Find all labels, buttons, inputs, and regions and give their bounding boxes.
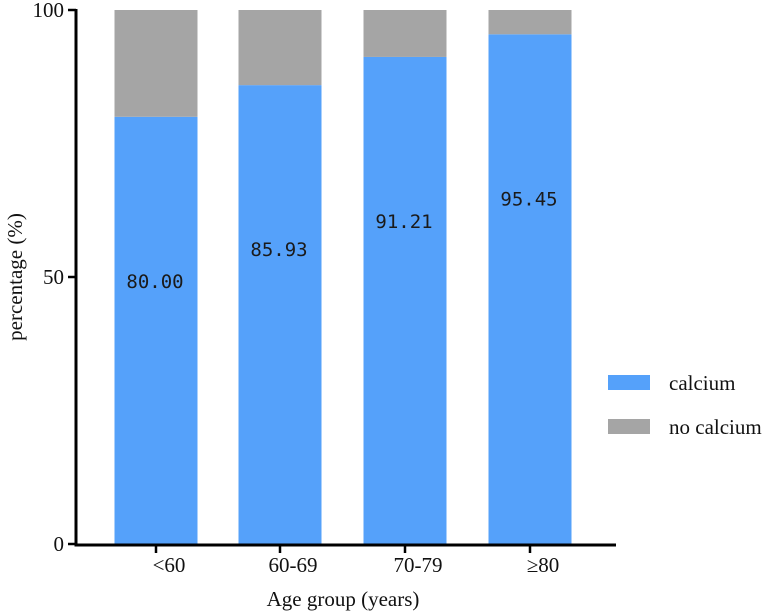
legend-label-no-calcium: no calcium [669, 415, 762, 439]
y-axis-title: percentage (%) [3, 213, 27, 341]
data-label-2: 91.21 [375, 211, 432, 233]
x-tick-label: <60 [153, 553, 186, 577]
legend-swatch-no-calcium [608, 419, 650, 434]
bar-no-calcium-0 [114, 10, 198, 117]
bar-no-calcium-3 [488, 10, 572, 35]
bar-calcium-3 [488, 34, 572, 545]
bar-no-calcium-2 [363, 10, 447, 57]
x-axis-title: Age group (years) [267, 587, 420, 611]
legend: calcium no calcium [608, 371, 762, 439]
y-ticks-layer: 0 50 100 [33, 0, 76, 556]
legend-swatch-calcium [608, 375, 650, 390]
x-ticks-layer: <60 60-69 70-79 ≥80 [153, 545, 560, 577]
data-label-1: 85.93 [250, 239, 307, 261]
bar-calcium-1 [238, 85, 322, 545]
bar-no-calcium-1 [238, 10, 322, 86]
bars-layer [114, 10, 572, 545]
data-label-3: 95.45 [500, 188, 557, 210]
y-tick-label: 100 [33, 0, 65, 22]
data-labels-layer: 80.00 85.93 91.21 95.45 [126, 188, 557, 293]
data-label-0: 80.00 [126, 271, 183, 293]
bar-calcium-0 [114, 116, 198, 545]
x-tick-label: 60-69 [269, 553, 318, 577]
bar-calcium-2 [363, 56, 447, 544]
y-tick-label: 50 [43, 265, 64, 289]
legend-label-calcium: calcium [669, 371, 735, 395]
x-tick-label: 70-79 [394, 553, 443, 577]
y-tick-label: 0 [54, 532, 65, 556]
x-tick-label: ≥80 [527, 553, 560, 577]
